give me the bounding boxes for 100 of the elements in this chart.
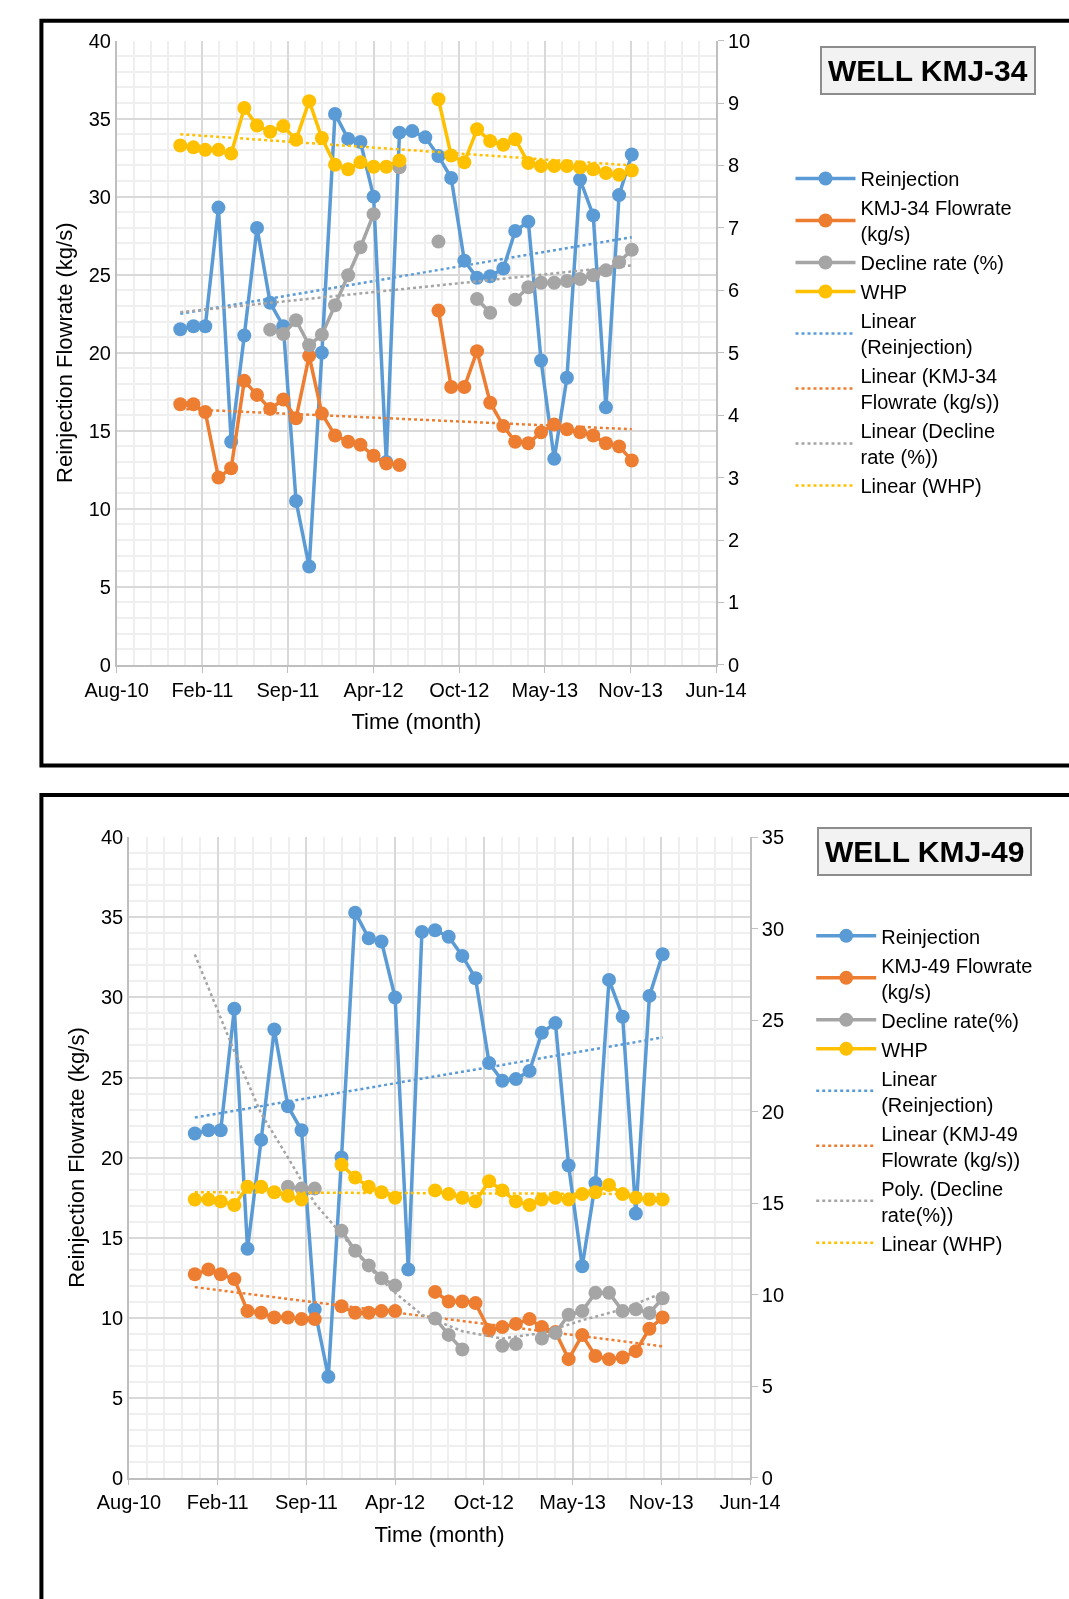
point (187, 1126, 202, 1141)
point (276, 327, 291, 341)
point (418, 130, 433, 145)
point (496, 261, 511, 276)
point (495, 1338, 510, 1353)
y2-tick-label: 4 (727, 404, 740, 427)
point (547, 451, 562, 466)
point (328, 428, 343, 443)
y-tick-label: 40 (88, 29, 111, 52)
point (612, 167, 627, 182)
point (586, 208, 601, 223)
point (602, 972, 617, 987)
point (237, 101, 252, 115)
point (457, 380, 472, 395)
point (521, 280, 536, 295)
point (602, 1177, 617, 1192)
point (624, 163, 639, 178)
y2-tick-label: 20 (761, 1100, 785, 1123)
y-tick-label: 10 (100, 1306, 124, 1329)
point (237, 373, 252, 388)
legend-label: Decline rate (%) (860, 252, 1004, 275)
y2-tick-label: 1 (727, 591, 740, 614)
point (328, 106, 343, 121)
point (348, 1170, 363, 1185)
x-tick-label: Aug-10 (84, 678, 149, 701)
point (414, 924, 429, 939)
point (428, 1284, 443, 1299)
point (374, 934, 389, 949)
point (328, 157, 343, 172)
point (495, 1073, 510, 1088)
point (455, 1342, 470, 1357)
point (508, 1194, 523, 1209)
point (522, 1198, 537, 1213)
x-axis-title: Time (month) (374, 1521, 505, 1547)
y-tick-label: 20 (88, 341, 111, 364)
point (468, 971, 483, 986)
point (302, 94, 317, 109)
point (250, 220, 265, 235)
point (240, 1241, 255, 1256)
point (341, 268, 356, 283)
y-tick-label: 0 (112, 1466, 124, 1489)
point (379, 159, 394, 174)
point (227, 1272, 242, 1287)
point (431, 92, 446, 107)
point (559, 370, 574, 385)
y2-tick-label: 5 (727, 341, 740, 364)
point (441, 1327, 456, 1342)
y2-tick-label: 6 (727, 279, 740, 302)
point (482, 1174, 497, 1189)
point (321, 1369, 336, 1384)
point (213, 1123, 228, 1138)
point (263, 401, 278, 416)
point (187, 1192, 202, 1207)
point (573, 160, 588, 175)
point (483, 395, 498, 410)
legend-label: Linear (Reinjection) (860, 310, 973, 359)
point (624, 453, 639, 468)
point (227, 1198, 242, 1213)
point (186, 397, 201, 412)
point (276, 119, 291, 134)
point (642, 1192, 657, 1207)
point (642, 1305, 657, 1320)
point (211, 200, 226, 215)
point (186, 319, 201, 334)
y-tick-label: 30 (88, 185, 111, 208)
y2-tick-label: 7 (727, 216, 740, 239)
point (211, 142, 226, 157)
point (173, 397, 188, 412)
point (289, 494, 304, 508)
x-tick-label: Apr-12 (365, 1491, 426, 1514)
point (615, 1009, 630, 1024)
x-tick-label: Sep-11 (256, 678, 320, 701)
point (598, 436, 613, 451)
point (547, 159, 562, 174)
point (624, 242, 639, 257)
point (341, 162, 356, 177)
point (348, 905, 363, 920)
point (561, 1158, 576, 1173)
point (428, 1183, 443, 1198)
point (254, 1132, 269, 1147)
point (455, 1294, 470, 1309)
point (289, 411, 304, 426)
point (361, 931, 376, 946)
point (361, 1179, 376, 1194)
point (240, 1179, 255, 1194)
point (201, 1262, 216, 1277)
point (388, 990, 403, 1005)
legend-label: Reinjection (881, 925, 981, 948)
point (602, 1352, 617, 1367)
point (431, 303, 446, 318)
point (624, 147, 639, 162)
point (328, 298, 343, 313)
x-tick-label: Feb-11 (171, 678, 234, 701)
point (483, 305, 498, 320)
text: WELL KMJ-34 (828, 54, 1028, 87)
point (280, 1099, 295, 1114)
point (455, 948, 470, 963)
point (561, 1307, 576, 1322)
x-tick-label: Jun-14 (719, 1491, 781, 1514)
point (388, 1278, 403, 1293)
